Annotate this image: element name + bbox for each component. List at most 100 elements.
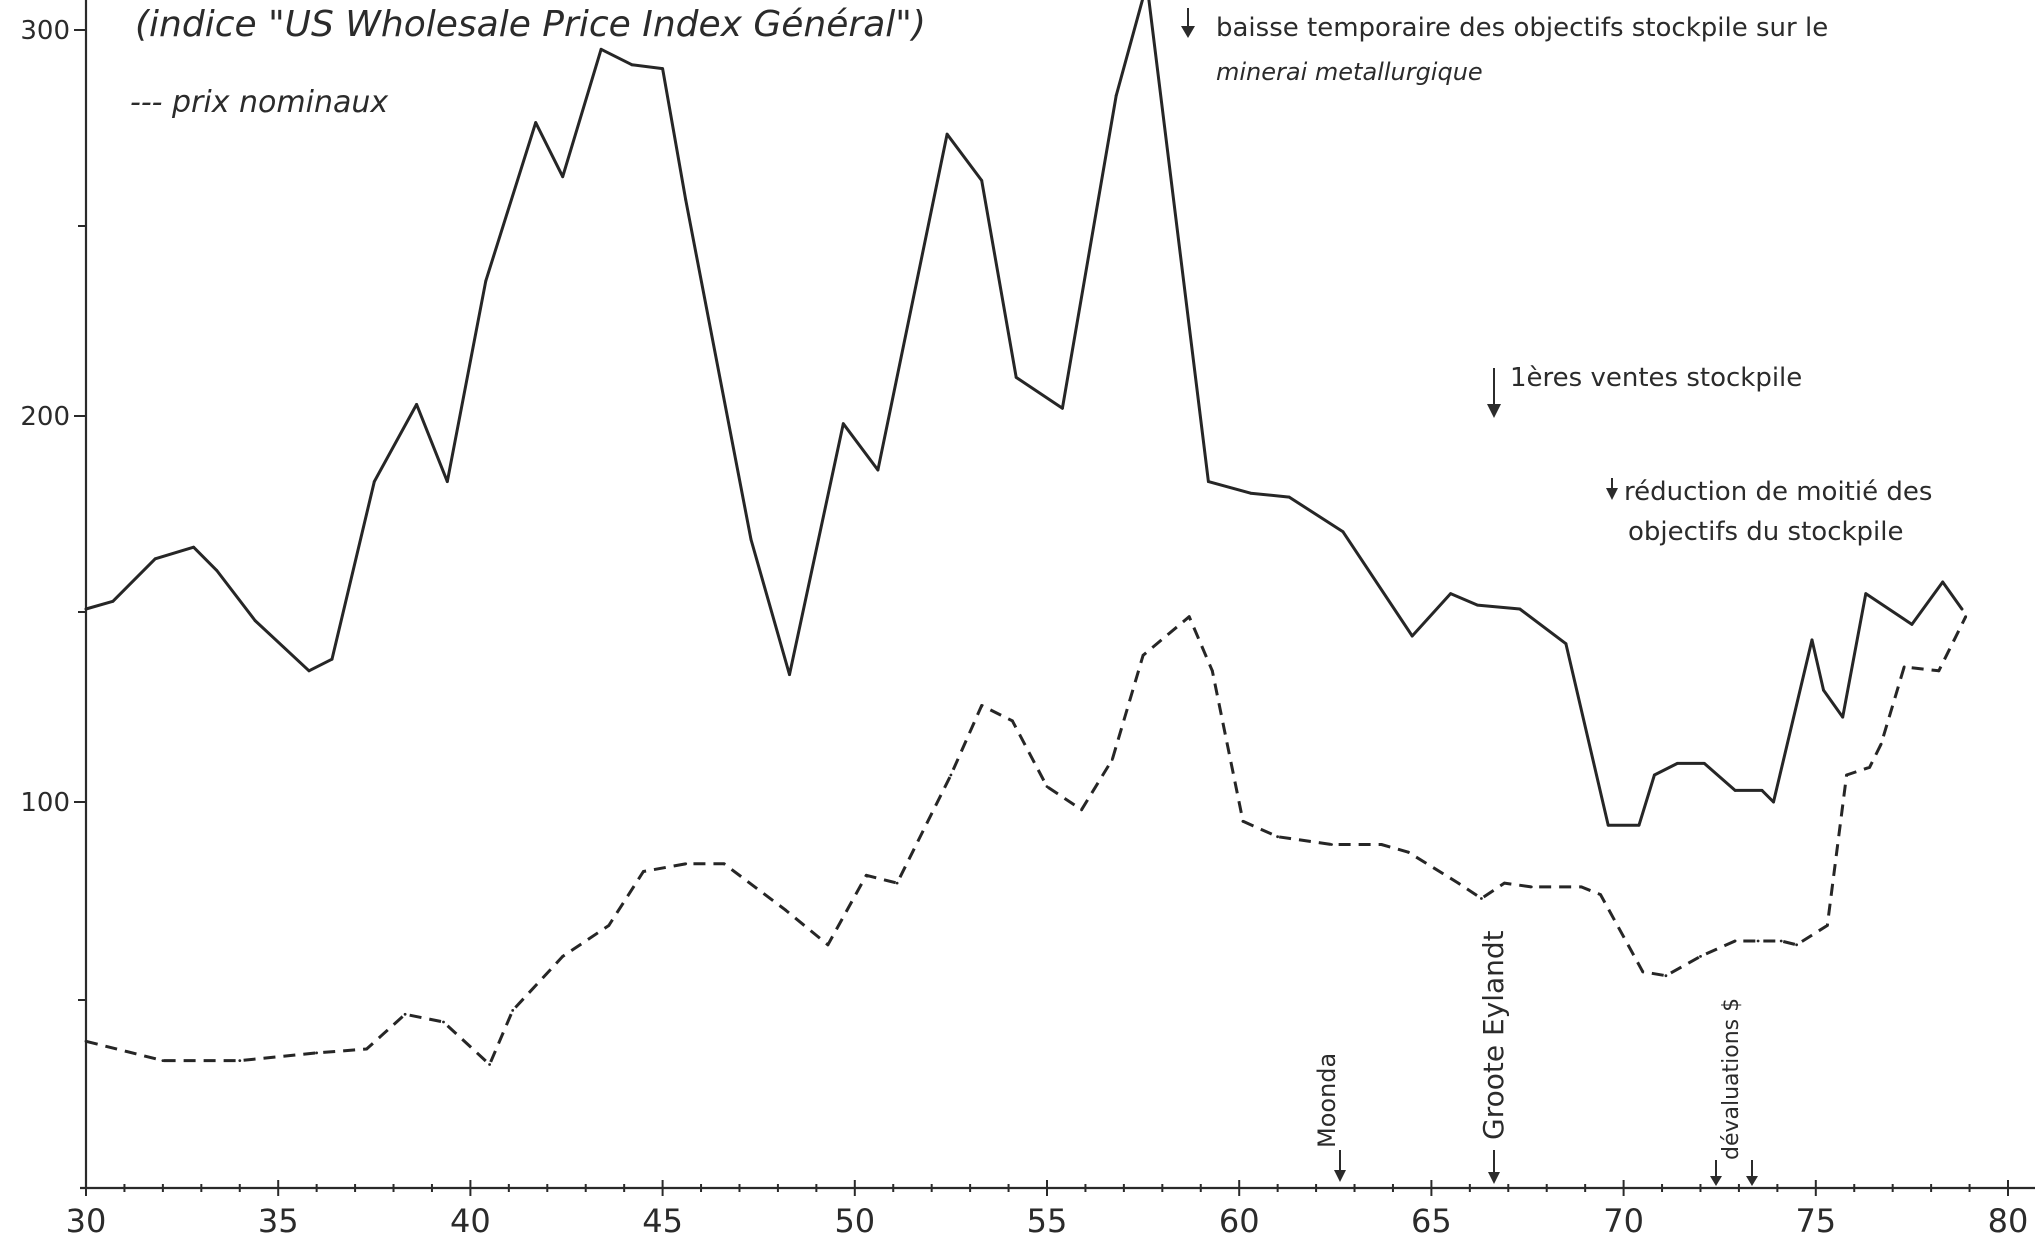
data-point-real [1810, 638, 1814, 642]
y-tick-label: 100 [20, 788, 70, 818]
data-point-real [1476, 603, 1479, 607]
data-point-nominal [403, 1012, 407, 1016]
data-point-real [980, 179, 984, 182]
data-point-real [1910, 623, 1914, 626]
data-point-nominal [315, 1051, 318, 1055]
data-point-real [1207, 480, 1210, 483]
data-point-real [484, 279, 488, 283]
data-point-real [1449, 592, 1452, 595]
annotation-baisse: baisse temporaire des objectifs stockpil… [1181, 8, 1828, 86]
data-point-real [1287, 495, 1291, 499]
data-point-nominal [826, 943, 830, 947]
data-point-nominal [1868, 765, 1871, 769]
data-point-real [1606, 823, 1610, 827]
data-point-nominal [784, 908, 787, 912]
data-point-nominal [1952, 638, 1956, 642]
data-point-nominal [1733, 939, 1737, 943]
annotation-groote-text: Groote Eylandt [1477, 930, 1510, 1140]
data-point-nominal [607, 924, 611, 927]
annotation-baisse-text: baisse temporaire des objectifs stockpil… [1216, 13, 1828, 43]
annotation-reduction-text-2: objectifs du stockpile [1628, 517, 1904, 547]
data-point-real [788, 673, 791, 676]
data-point-real [445, 480, 449, 483]
data-point-nominal [238, 1059, 242, 1062]
data-points [84, 47, 1968, 1066]
data-point-real [1822, 688, 1825, 692]
data-point-nominal [1456, 881, 1460, 885]
data-point-nominal [488, 1063, 491, 1066]
annotation-baisse-text-2: minerai metallurgique [1216, 58, 1483, 86]
data-point-real [945, 132, 949, 136]
y-tick-label: 200 [20, 402, 70, 432]
data-point-nominal [1480, 897, 1483, 900]
data-point-nominal [1964, 615, 1968, 619]
nominal-legend: --- prix nominaux [130, 85, 388, 120]
data-point-real [253, 619, 257, 622]
data-point-nominal [949, 773, 953, 777]
data-point-real [1960, 607, 1964, 611]
data-point-nominal [1641, 970, 1645, 974]
x-tick-label: 45 [642, 1202, 683, 1238]
data-point-real [876, 468, 880, 472]
annotation-devaluations-text: dévaluations $ [1719, 998, 1744, 1160]
data-point-real [307, 669, 311, 673]
annotation-moonda-text: Moonda [1313, 1053, 1341, 1148]
data-point-nominal [1699, 955, 1702, 958]
data-point-real [534, 121, 538, 124]
data-point-nominal [1902, 665, 1906, 669]
data-point-nominal [1141, 653, 1145, 657]
annotation-reduction: réduction de moitié des objectifs du sto… [1606, 477, 1932, 547]
y-axis-ticks: 300 200 100 [20, 16, 86, 818]
data-point-nominal [684, 862, 688, 866]
annotation-reduction-text: réduction de moitié des [1624, 477, 1932, 507]
x-tick-label: 40 [450, 1202, 491, 1238]
data-point-nominal [895, 881, 899, 885]
data-point-nominal [1579, 885, 1583, 889]
data-point-nominal [980, 704, 984, 707]
data-point-real [1733, 789, 1737, 792]
data-point-real [84, 607, 88, 611]
data-point-nominal [1380, 843, 1383, 846]
data-point-real [1772, 800, 1775, 804]
data-point-real [1864, 592, 1868, 595]
series-line-nominal [85, 615, 1968, 1066]
data-point-nominal [1795, 943, 1798, 947]
data-point-nominal [1756, 939, 1760, 943]
data-point-real [1114, 94, 1118, 97]
data-point-real [111, 599, 115, 603]
annotation-arrowhead [1606, 488, 1618, 500]
data-point-nominal [1503, 881, 1506, 885]
annotation-arrowhead [1488, 1172, 1500, 1184]
annotation-devaluations: dévaluations $ [1710, 998, 1758, 1186]
annotation-arrowhead [1746, 1176, 1758, 1186]
data-point-real [1410, 634, 1414, 638]
data-point-nominal [365, 1047, 368, 1051]
data-point-nominal [1330, 843, 1333, 846]
data-point-real [841, 422, 845, 426]
data-point-real [415, 403, 418, 406]
x-tick-label: 30 [66, 1202, 107, 1238]
data-point-real [1518, 607, 1522, 611]
data-point-nominal [1599, 893, 1602, 896]
data-point-real [1702, 762, 1706, 765]
data-point-real [372, 480, 376, 483]
x-tick-label: 35 [258, 1202, 299, 1238]
data-point-nominal [1241, 819, 1245, 823]
data-point-real [192, 545, 196, 549]
annotation-groote: Groote Eylandt [1477, 930, 1510, 1184]
data-point-real [1841, 715, 1845, 719]
data-point-real [215, 569, 219, 572]
data-point-nominal [1529, 885, 1533, 889]
data-point-nominal [561, 955, 565, 958]
data-point-real [330, 657, 334, 661]
data-point-nominal [1110, 758, 1114, 761]
annotation-arrowhead [1487, 404, 1501, 418]
data-point-real [661, 67, 664, 70]
data-point-nominal [1845, 773, 1848, 777]
x-tick-label: 55 [1027, 1202, 1068, 1238]
data-point-nominal [1779, 939, 1783, 943]
annotation-arrowhead [1710, 1176, 1722, 1186]
annotation-ventes: 1ères ventes stockpile [1487, 363, 1802, 418]
x-tick-label: 80 [1988, 1202, 2029, 1238]
